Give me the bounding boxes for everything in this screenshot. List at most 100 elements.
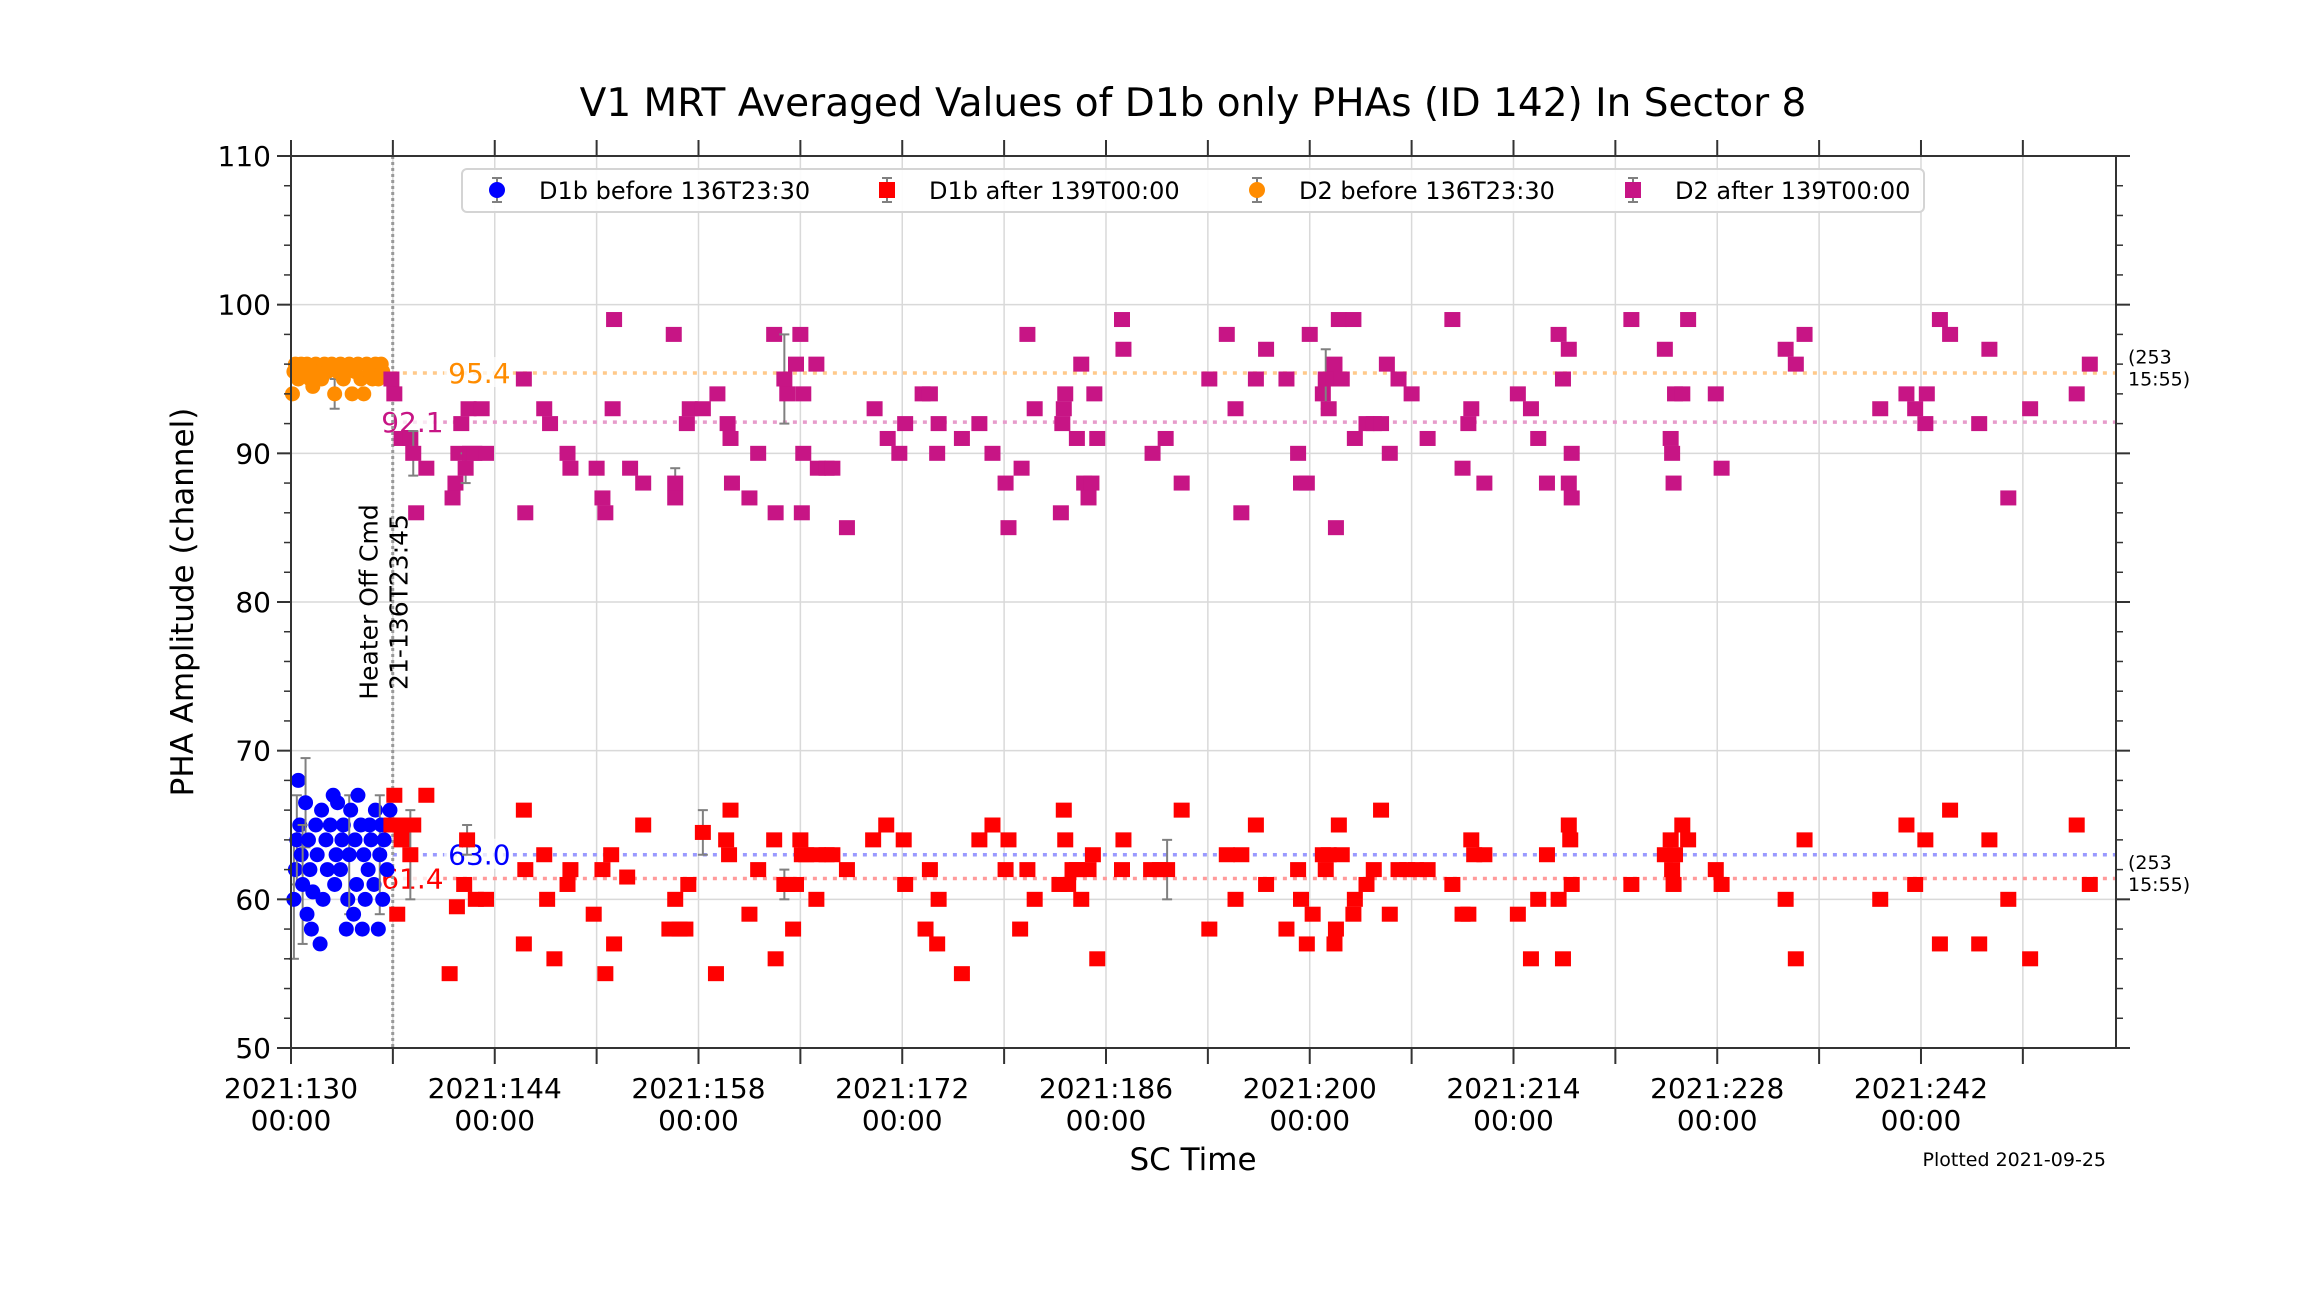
x-tick-label-date: 2021:172 [835,1072,969,1105]
data-point [347,832,363,848]
data-point [1327,921,1344,937]
x-tick-label-date: 2021:214 [1446,1072,1580,1105]
data-point [1057,832,1074,848]
data-point [1333,847,1350,863]
data-point [1713,460,1730,476]
data-point [921,862,938,878]
data-point [1218,847,1235,863]
data-point [1562,832,1579,848]
data-point [536,401,553,417]
data-point [1942,326,1959,342]
data-point [1563,445,1580,461]
data-point [1444,876,1461,892]
data-point [741,490,758,506]
data-point [1971,416,1988,432]
data-point [517,862,534,878]
mean-label: 63.0 [448,839,510,872]
data-point [346,906,362,922]
y-tick-label: 50 [235,1032,271,1065]
data-point [327,876,343,892]
y-tick-label: 60 [235,883,271,916]
legend-square-marker [1625,182,1641,198]
data-point [1080,490,1097,506]
data-point [1917,832,1934,848]
data-point [370,921,386,937]
data-point [1320,401,1337,417]
data-point [750,445,767,461]
data-point [897,416,914,432]
data-point [298,795,314,811]
data-point [1713,876,1730,892]
y-tick-label: 100 [218,289,271,322]
data-point [793,505,810,521]
data-point [312,936,328,952]
data-point [354,921,370,937]
data-point [1000,520,1017,536]
data-point [340,891,356,907]
data-point [344,386,360,402]
data-point [878,817,895,833]
data-point [1320,847,1337,863]
data-point [562,460,579,476]
data-point [1073,356,1090,372]
data-point [1068,430,1085,446]
data-point [1560,817,1577,833]
data-point [1680,312,1697,328]
data-point [1115,832,1132,848]
data-point [2081,876,2098,892]
x-tick-label-time: 00:00 [454,1104,535,1137]
data-point [1560,475,1577,491]
data-point [1258,876,1275,892]
data-point [1026,891,1043,907]
data-point [478,445,495,461]
data-point [984,817,1001,833]
data-point [356,386,372,402]
data-point [1247,371,1264,387]
data-point [1665,876,1682,892]
data-point [1159,862,1176,878]
data-point [792,832,809,848]
data-point [441,966,458,982]
mean-label-background [444,838,511,869]
data-point [1454,460,1471,476]
data-point [402,430,419,446]
data-point [383,371,400,387]
data-point [366,876,382,892]
y-tick-label: 70 [235,735,271,768]
data-point [1390,371,1407,387]
data-point [1777,341,1794,357]
data-point [984,445,1001,461]
data-point [1381,445,1398,461]
data-point [1298,936,1315,952]
data-point [348,876,364,892]
data-point [1345,906,1362,922]
data-point [766,326,783,342]
data-point [1796,326,1813,342]
data-point [808,356,825,372]
x-tick-label-time: 00:00 [1881,1104,1962,1137]
data-point [1233,847,1250,863]
data-point [1012,921,1029,937]
data-point [667,475,684,491]
data-point [1509,906,1526,922]
data-point [1707,386,1724,402]
data-point [879,430,896,446]
x-tick-label-time: 00:00 [1473,1104,1554,1137]
data-point [866,401,883,417]
data-point [382,802,398,818]
data-point [1931,312,1948,328]
data-point [1019,326,1036,342]
data-point [785,921,802,937]
data-point [971,416,988,432]
data-point [1403,386,1420,402]
data-point [319,862,335,878]
legend: D1b before 136T23:30 D1b after 139T00:00 D… [461,168,1925,213]
data-point [718,832,735,848]
x-tick-label-date: 2021:200 [1243,1072,1377,1105]
data-point [327,386,343,402]
data-point [1055,401,1072,417]
data-point [1304,906,1321,922]
data-point [1907,401,1924,417]
data-point [338,921,354,937]
data-point [2068,386,2085,402]
